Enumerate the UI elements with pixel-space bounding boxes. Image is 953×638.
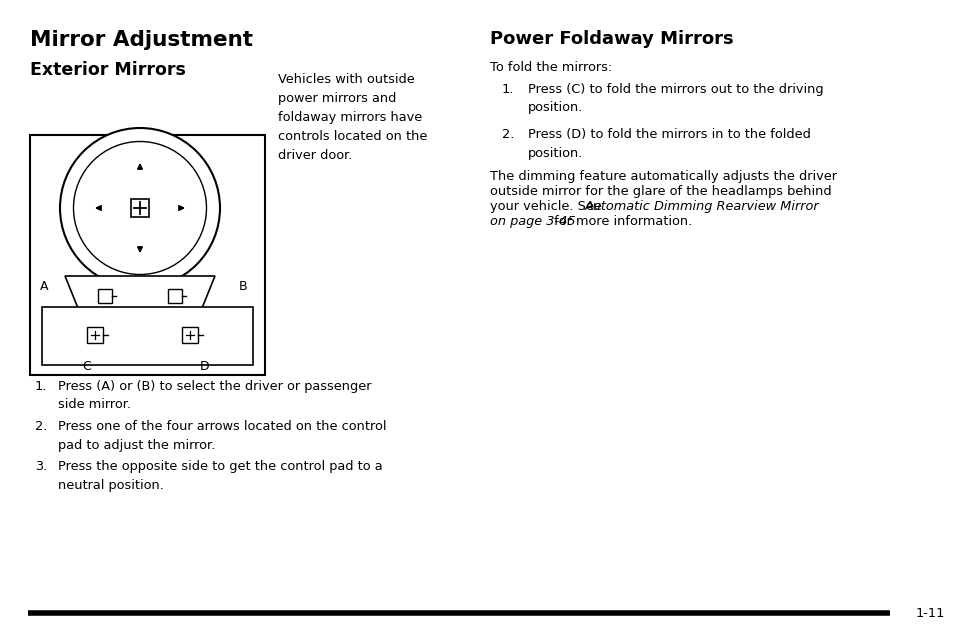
- Text: 3.: 3.: [35, 460, 48, 473]
- Text: Press (D) to fold the mirrors in to the folded
position.: Press (D) to fold the mirrors in to the …: [527, 128, 810, 160]
- Text: Automatic Dimming Rearview Mirror: Automatic Dimming Rearview Mirror: [584, 200, 819, 213]
- Text: C: C: [83, 360, 91, 373]
- Text: Mirror Adjustment: Mirror Adjustment: [30, 30, 253, 50]
- Bar: [168, 289, 182, 303]
- Text: 1-11: 1-11: [915, 607, 944, 620]
- Text: 1.: 1.: [35, 380, 48, 393]
- Ellipse shape: [60, 128, 220, 288]
- Text: 1.: 1.: [501, 83, 514, 96]
- Text: 2.: 2.: [501, 128, 514, 141]
- Text: Press one of the four arrows located on the control
pad to adjust the mirror.: Press one of the four arrows located on …: [58, 420, 386, 452]
- Text: Exterior Mirrors: Exterior Mirrors: [30, 61, 186, 79]
- Text: B: B: [238, 279, 247, 292]
- Text: for more information.: for more information.: [550, 215, 692, 228]
- Text: The dimming feature automatically adjusts the driver: The dimming feature automatically adjust…: [490, 170, 836, 183]
- Text: To fold the mirrors:: To fold the mirrors:: [490, 61, 612, 74]
- Bar: [98, 289, 112, 303]
- Bar: [30, 135, 265, 375]
- Text: Power Foldaway Mirrors: Power Foldaway Mirrors: [490, 30, 733, 48]
- Text: Press (C) to fold the mirrors out to the driving
position.: Press (C) to fold the mirrors out to the…: [527, 83, 822, 114]
- Bar: [87, 327, 103, 343]
- Bar: [42, 307, 253, 365]
- Polygon shape: [65, 276, 214, 318]
- Bar: [182, 327, 198, 343]
- Ellipse shape: [73, 142, 206, 274]
- Text: Press (A) or (B) to select the driver or passenger
side mirror.: Press (A) or (B) to select the driver or…: [58, 380, 371, 412]
- Text: A: A: [40, 279, 49, 292]
- Text: outside mirror for the glare of the headlamps behind: outside mirror for the glare of the head…: [490, 185, 831, 198]
- Text: 2.: 2.: [35, 420, 48, 433]
- Text: D: D: [200, 360, 210, 373]
- Text: your vehicle. See: your vehicle. See: [490, 200, 605, 213]
- Text: on page 3-45: on page 3-45: [490, 215, 575, 228]
- FancyBboxPatch shape: [131, 199, 149, 217]
- Text: Press the opposite side to get the control pad to a
neutral position.: Press the opposite side to get the contr…: [58, 460, 382, 491]
- Text: Vehicles with outside
power mirrors and
foldaway mirrors have
controls located o: Vehicles with outside power mirrors and …: [277, 73, 427, 162]
